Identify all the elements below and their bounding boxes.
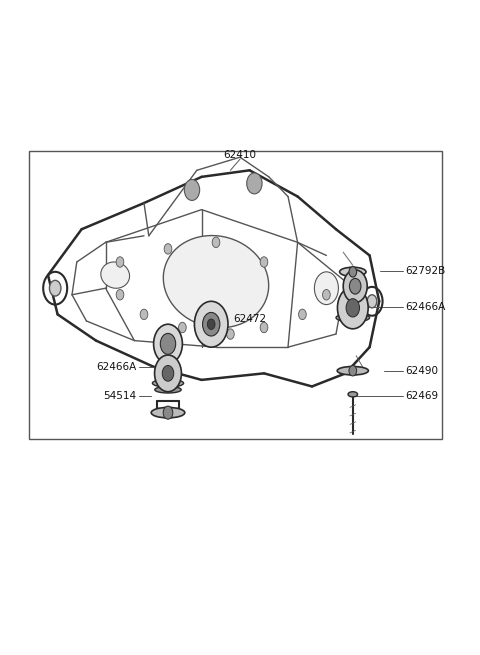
Circle shape [367,295,377,308]
Text: 62792B: 62792B [406,265,446,276]
Ellipse shape [155,386,181,393]
Circle shape [349,278,361,294]
Circle shape [323,290,330,300]
Circle shape [299,309,306,320]
Circle shape [349,365,357,376]
Ellipse shape [348,392,358,397]
Circle shape [207,319,215,329]
Circle shape [140,309,148,320]
Circle shape [184,179,200,200]
Text: 54514: 54514 [104,390,137,401]
Ellipse shape [314,272,338,305]
Circle shape [343,270,367,303]
Circle shape [155,355,181,392]
Circle shape [163,406,173,419]
Circle shape [349,267,357,277]
Ellipse shape [336,314,370,322]
Circle shape [337,287,368,329]
Circle shape [227,329,234,339]
Ellipse shape [163,236,269,328]
Text: 62469: 62469 [406,390,439,401]
Circle shape [49,280,61,296]
Ellipse shape [101,262,130,288]
Ellipse shape [153,379,183,387]
Text: 62490: 62490 [406,365,439,376]
Ellipse shape [337,367,369,375]
Text: 62466A: 62466A [96,362,137,372]
Circle shape [179,322,186,333]
Circle shape [247,173,262,194]
Circle shape [164,244,172,254]
Ellipse shape [340,267,366,276]
Text: 62466A: 62466A [406,302,446,312]
Circle shape [346,299,360,317]
Circle shape [203,312,220,336]
Circle shape [194,301,228,347]
Text: 62410: 62410 [224,149,256,160]
Circle shape [116,290,124,300]
Ellipse shape [151,407,185,418]
Circle shape [160,333,176,354]
Circle shape [260,257,268,267]
Bar [29,151,442,439]
Circle shape [116,257,124,267]
Circle shape [212,237,220,248]
Circle shape [260,322,268,333]
Circle shape [162,365,174,381]
Text: 62472: 62472 [233,314,266,324]
Circle shape [154,324,182,364]
